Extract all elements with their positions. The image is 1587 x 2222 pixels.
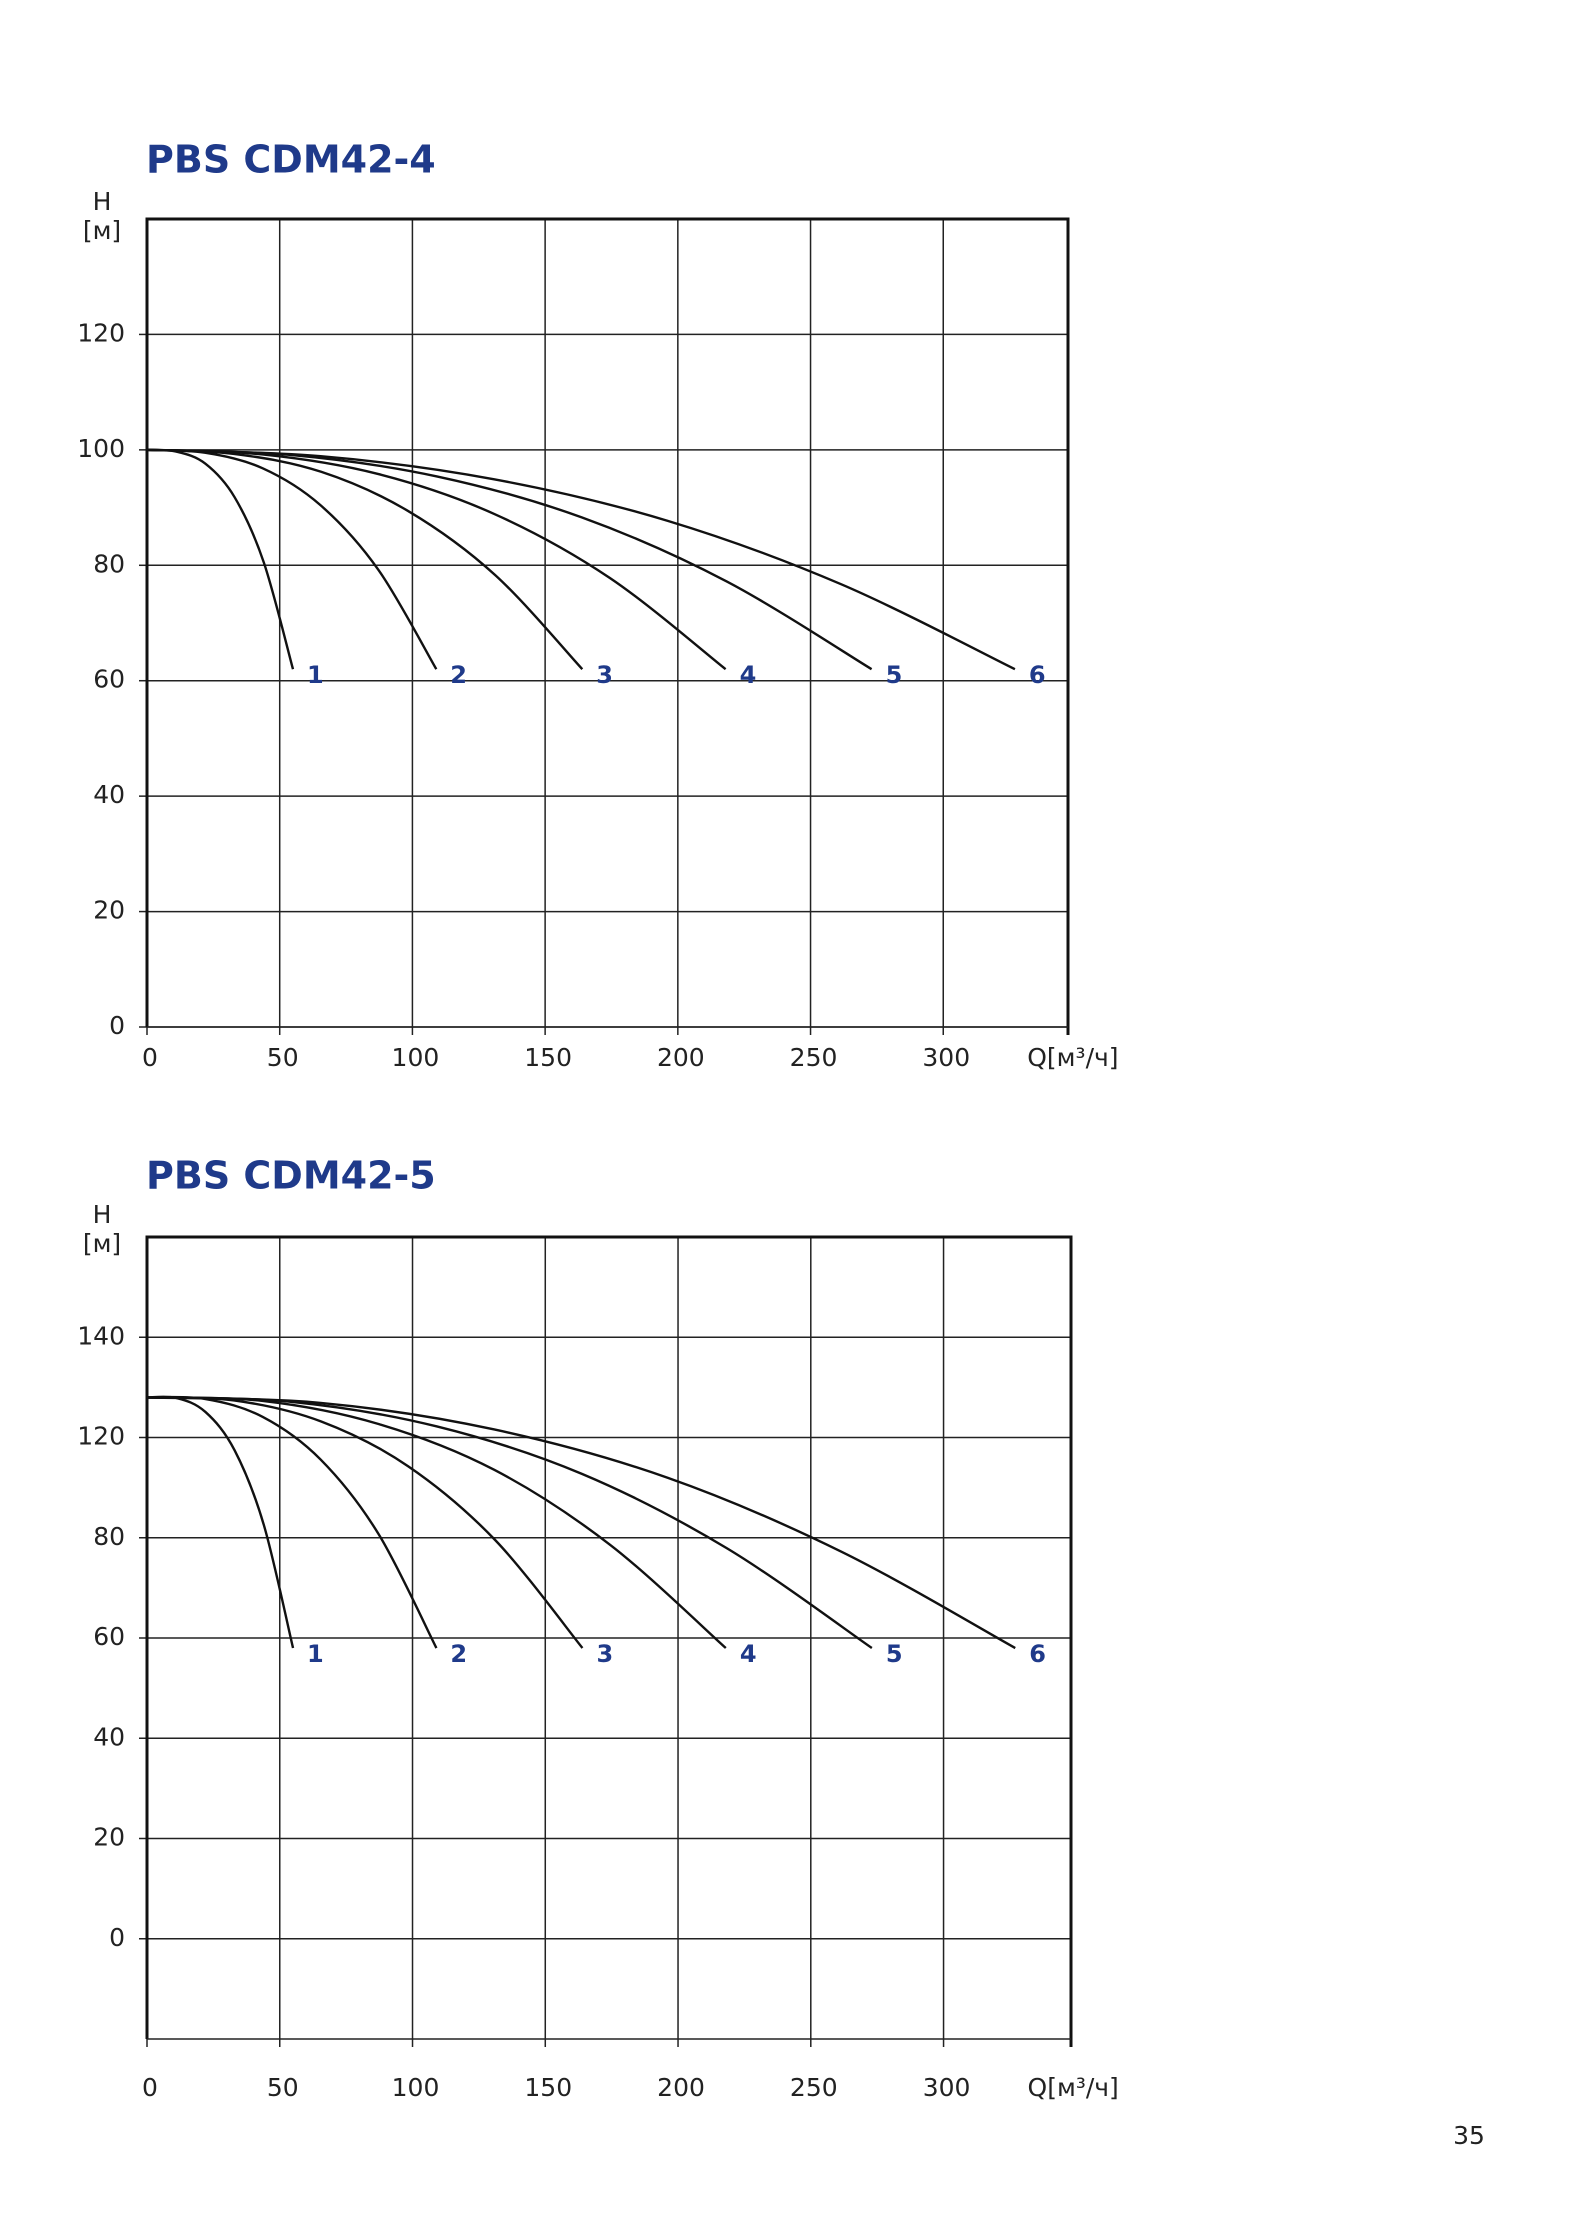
x-tick-label: 150	[524, 1043, 572, 1072]
curve	[146, 1395, 438, 1649]
curve	[146, 1396, 873, 1650]
curve	[146, 448, 1016, 671]
curve	[146, 448, 727, 671]
y-axis-label: H	[93, 187, 112, 216]
curve-label: 1	[307, 1640, 324, 1668]
curve	[146, 448, 295, 670]
curve-label: 5	[886, 1640, 903, 1668]
y-tick-label: 0	[109, 1923, 125, 1952]
x-tick-label: 200	[657, 2073, 705, 2102]
curve-label: 5	[886, 661, 903, 689]
y-tick-label: 40	[93, 1722, 125, 1751]
curve-label: 4	[740, 1640, 757, 1668]
curve-label: 1	[307, 661, 324, 689]
x-axis-label: Q[м³/ч]	[1028, 2073, 1119, 2102]
plot-frame	[145, 217, 1070, 1035]
x-tick-label: 50	[267, 1043, 299, 1072]
x-tick-label: 0	[142, 1043, 158, 1072]
y-tick-label: 140	[77, 1321, 125, 1350]
curve-label: 3	[596, 1640, 613, 1668]
page-number: 35	[1453, 2121, 1485, 2150]
y-tick-label: 60	[93, 665, 125, 694]
x-axis-label: Q[м³/ч]	[1027, 1043, 1118, 1072]
curve-label: 2	[450, 661, 467, 689]
curve-label: 3	[596, 661, 613, 689]
x-tick-label: 50	[267, 2073, 299, 2102]
y-tick-label: 20	[93, 896, 125, 925]
y-axis-label: [м]	[83, 1229, 121, 1258]
y-tick-label: 100	[77, 434, 125, 463]
x-tick-label: 0	[142, 2073, 158, 2102]
y-axis-label: H	[93, 1200, 112, 1229]
curve-label: 4	[740, 661, 757, 689]
chart-title: PBS CDM42-5	[146, 1154, 436, 1198]
x-tick-label: 200	[657, 1043, 705, 1072]
curve-label: 6	[1029, 1640, 1046, 1668]
y-axis-label: [м]	[83, 216, 121, 245]
curve	[146, 1395, 295, 1649]
curve	[146, 448, 438, 670]
plot-frame	[145, 1235, 1073, 2047]
y-tick-label: 0	[109, 1011, 125, 1040]
y-tick-label: 80	[93, 1522, 125, 1551]
y-tick-label: 80	[93, 549, 125, 578]
x-tick-label: 300	[923, 2073, 971, 2102]
y-tick-label: 120	[77, 1422, 125, 1451]
x-tick-label: 150	[524, 2073, 572, 2102]
y-tick-label: 120	[77, 318, 125, 347]
x-tick-label: 100	[392, 1043, 440, 1072]
y-tick-label: 40	[93, 780, 125, 809]
x-tick-label: 250	[790, 1043, 838, 1072]
chart-title: PBS CDM42-4	[146, 138, 436, 182]
y-tick-label: 20	[93, 1823, 125, 1852]
y-tick-label: 60	[93, 1622, 125, 1651]
curve	[146, 1396, 1016, 1650]
x-tick-label: 100	[392, 2073, 440, 2102]
x-tick-label: 300	[922, 1043, 970, 1072]
curve	[146, 448, 584, 670]
curve-label: 2	[450, 1640, 467, 1668]
curve-label: 6	[1029, 661, 1046, 689]
curve	[146, 1396, 727, 1649]
x-tick-label: 250	[790, 2073, 838, 2102]
